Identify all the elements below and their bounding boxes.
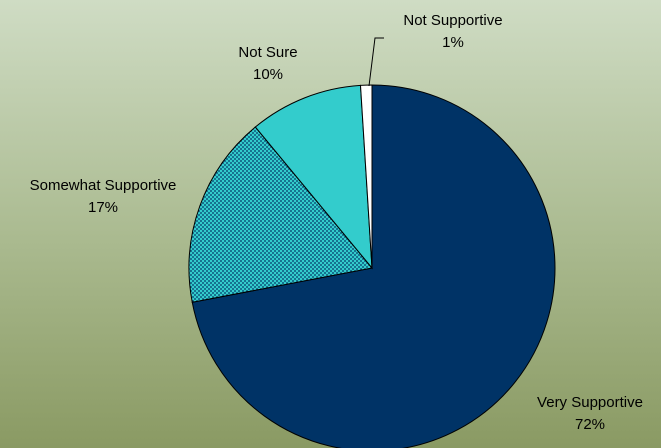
- pie-slice-not-supportive: [359, 84, 373, 269]
- pie-slice-very-supportive: [191, 84, 556, 448]
- pie-slice-somewhat-supportive: [188, 126, 373, 303]
- slice-value-not-supportive: 1%: [442, 34, 464, 51]
- slice-label-not-supportive: Not Supportive: [403, 12, 502, 29]
- slice-label-somewhat-supportive: Somewhat Supportive: [30, 177, 177, 194]
- slice-label-not-sure: Not Sure: [238, 44, 297, 61]
- leader-line-not-supportive: [368, 37, 384, 87]
- pie-slice-not-sure: [254, 84, 373, 270]
- slice-value-somewhat-supportive: 17%: [88, 199, 118, 216]
- slice-value-not-sure: 10%: [253, 66, 283, 83]
- slice-label-very-supportive: Very Supportive: [537, 394, 643, 411]
- slice-value-very-supportive: 72%: [575, 416, 605, 433]
